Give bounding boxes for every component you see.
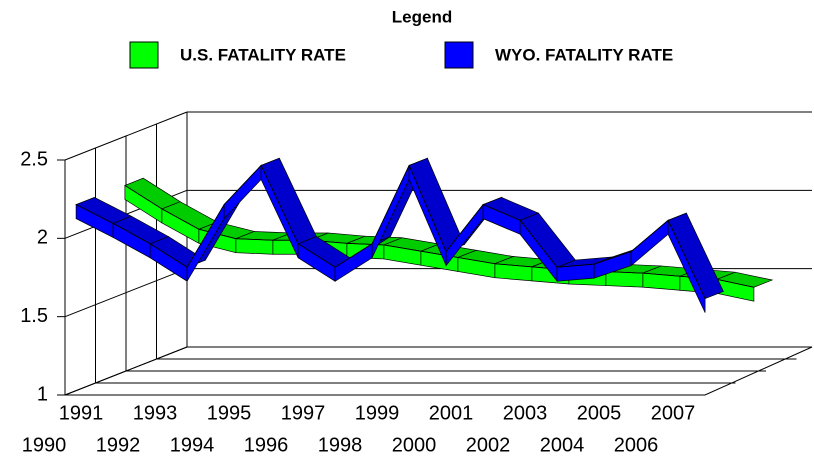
legend-swatch (129, 41, 159, 69)
x-tick-label: 1997 (281, 402, 326, 424)
ribbon-face (223, 164, 262, 220)
ribbon-face (605, 271, 644, 288)
x-tick-label: 2000 (392, 434, 437, 456)
legend-swatch (444, 41, 474, 69)
ribbon-face (630, 219, 669, 267)
x-tick-label: 1990 (22, 434, 67, 456)
x-tick-label: 2002 (466, 434, 511, 456)
series-line (124, 185, 754, 288)
grid-line (64, 346, 188, 396)
x-tick-label: 1996 (244, 434, 289, 456)
grid-line (64, 111, 188, 161)
y-tick-label: 1 (37, 383, 48, 405)
y-tick-label: 2 (37, 227, 48, 249)
x-tick-label: 1998 (318, 434, 363, 456)
x-tick-label: 1995 (207, 402, 252, 424)
legend-label: U.S. FATALITY RATE (180, 45, 346, 64)
x-tick-label: 2001 (429, 402, 474, 424)
x-tick-label: 1993 (133, 402, 178, 424)
x-tick-label: 1994 (170, 434, 215, 456)
x-tick-label: 2003 (503, 402, 548, 424)
legend-title: Legend (392, 7, 452, 26)
x-tick-label: 1992 (96, 434, 141, 456)
ribbon-face (235, 238, 274, 255)
x-tick-label: 2007 (651, 402, 696, 424)
x-tick-label: 1999 (355, 402, 400, 424)
x-tick-label: 1991 (59, 402, 104, 424)
grid-line (64, 268, 188, 318)
y-tick-label: 2.5 (20, 148, 48, 170)
series-line (75, 164, 706, 299)
x-tick-label: 2005 (577, 402, 622, 424)
x-tick-label: 2006 (614, 434, 659, 456)
legend-label: WYO. FATALITY RATE (495, 45, 673, 64)
x-tick-label: 2004 (540, 434, 585, 456)
y-tick-label: 1.5 (20, 305, 48, 327)
